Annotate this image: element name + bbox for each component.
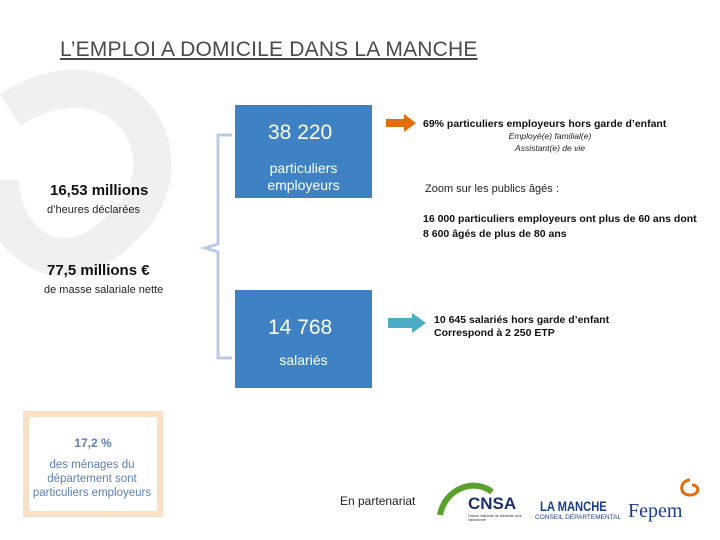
zoom-title: Zoom sur les publics âgés : (425, 183, 559, 195)
logo-mark (680, 478, 700, 497)
number: 14 768 (268, 316, 333, 339)
card-number: 17,2 % (74, 436, 112, 450)
stat: 77,5 millions € (47, 262, 150, 279)
arrow (386, 114, 416, 132)
bracket (199, 133, 232, 360)
title: L’EMPLOI A DOMICILE DANS LA MANCHE (60, 38, 478, 61)
number: 38 220 (268, 121, 333, 144)
note-line: Correspond à 2 250 ETP (434, 327, 555, 339)
logo-arc (437, 482, 494, 516)
logo-text: Fepem (628, 500, 683, 522)
box: 38 220 particuliers employeurs (235, 105, 372, 198)
label: particuliers employeurs (267, 160, 340, 193)
note-line: Assistant(e) de vie (515, 143, 585, 153)
note-line: 10 645 salariés hors garde d’enfant (434, 314, 610, 326)
stat: 16,53 millions (50, 182, 149, 199)
label: salariés (279, 352, 328, 368)
caption: d’heures déclarées (47, 204, 140, 216)
logo-caption: Caisse nationale de solidarité pour l'au… (468, 514, 522, 522)
note-line: Employé(e) familial(e) (508, 131, 592, 141)
partnership: En partenariat (340, 494, 416, 508)
watermark (0, 69, 172, 277)
card-text: des ménages du département sont particul… (32, 459, 152, 499)
card-frame (23, 411, 163, 517)
box: 14 768 salariés (235, 290, 372, 388)
logo-text: LA MANCHE (540, 498, 607, 514)
zoom-text: 16 000 particuliers employeurs ont plus … (423, 213, 697, 240)
logo-text: CNSA (468, 494, 517, 513)
arrow (388, 313, 426, 333)
caption: de masse salariale nette (44, 284, 164, 296)
logo-caption: CONSEIL DÉPARTEMENTAL (535, 514, 622, 521)
note: 69% particuliers employeurs hors garde d… (423, 118, 667, 130)
